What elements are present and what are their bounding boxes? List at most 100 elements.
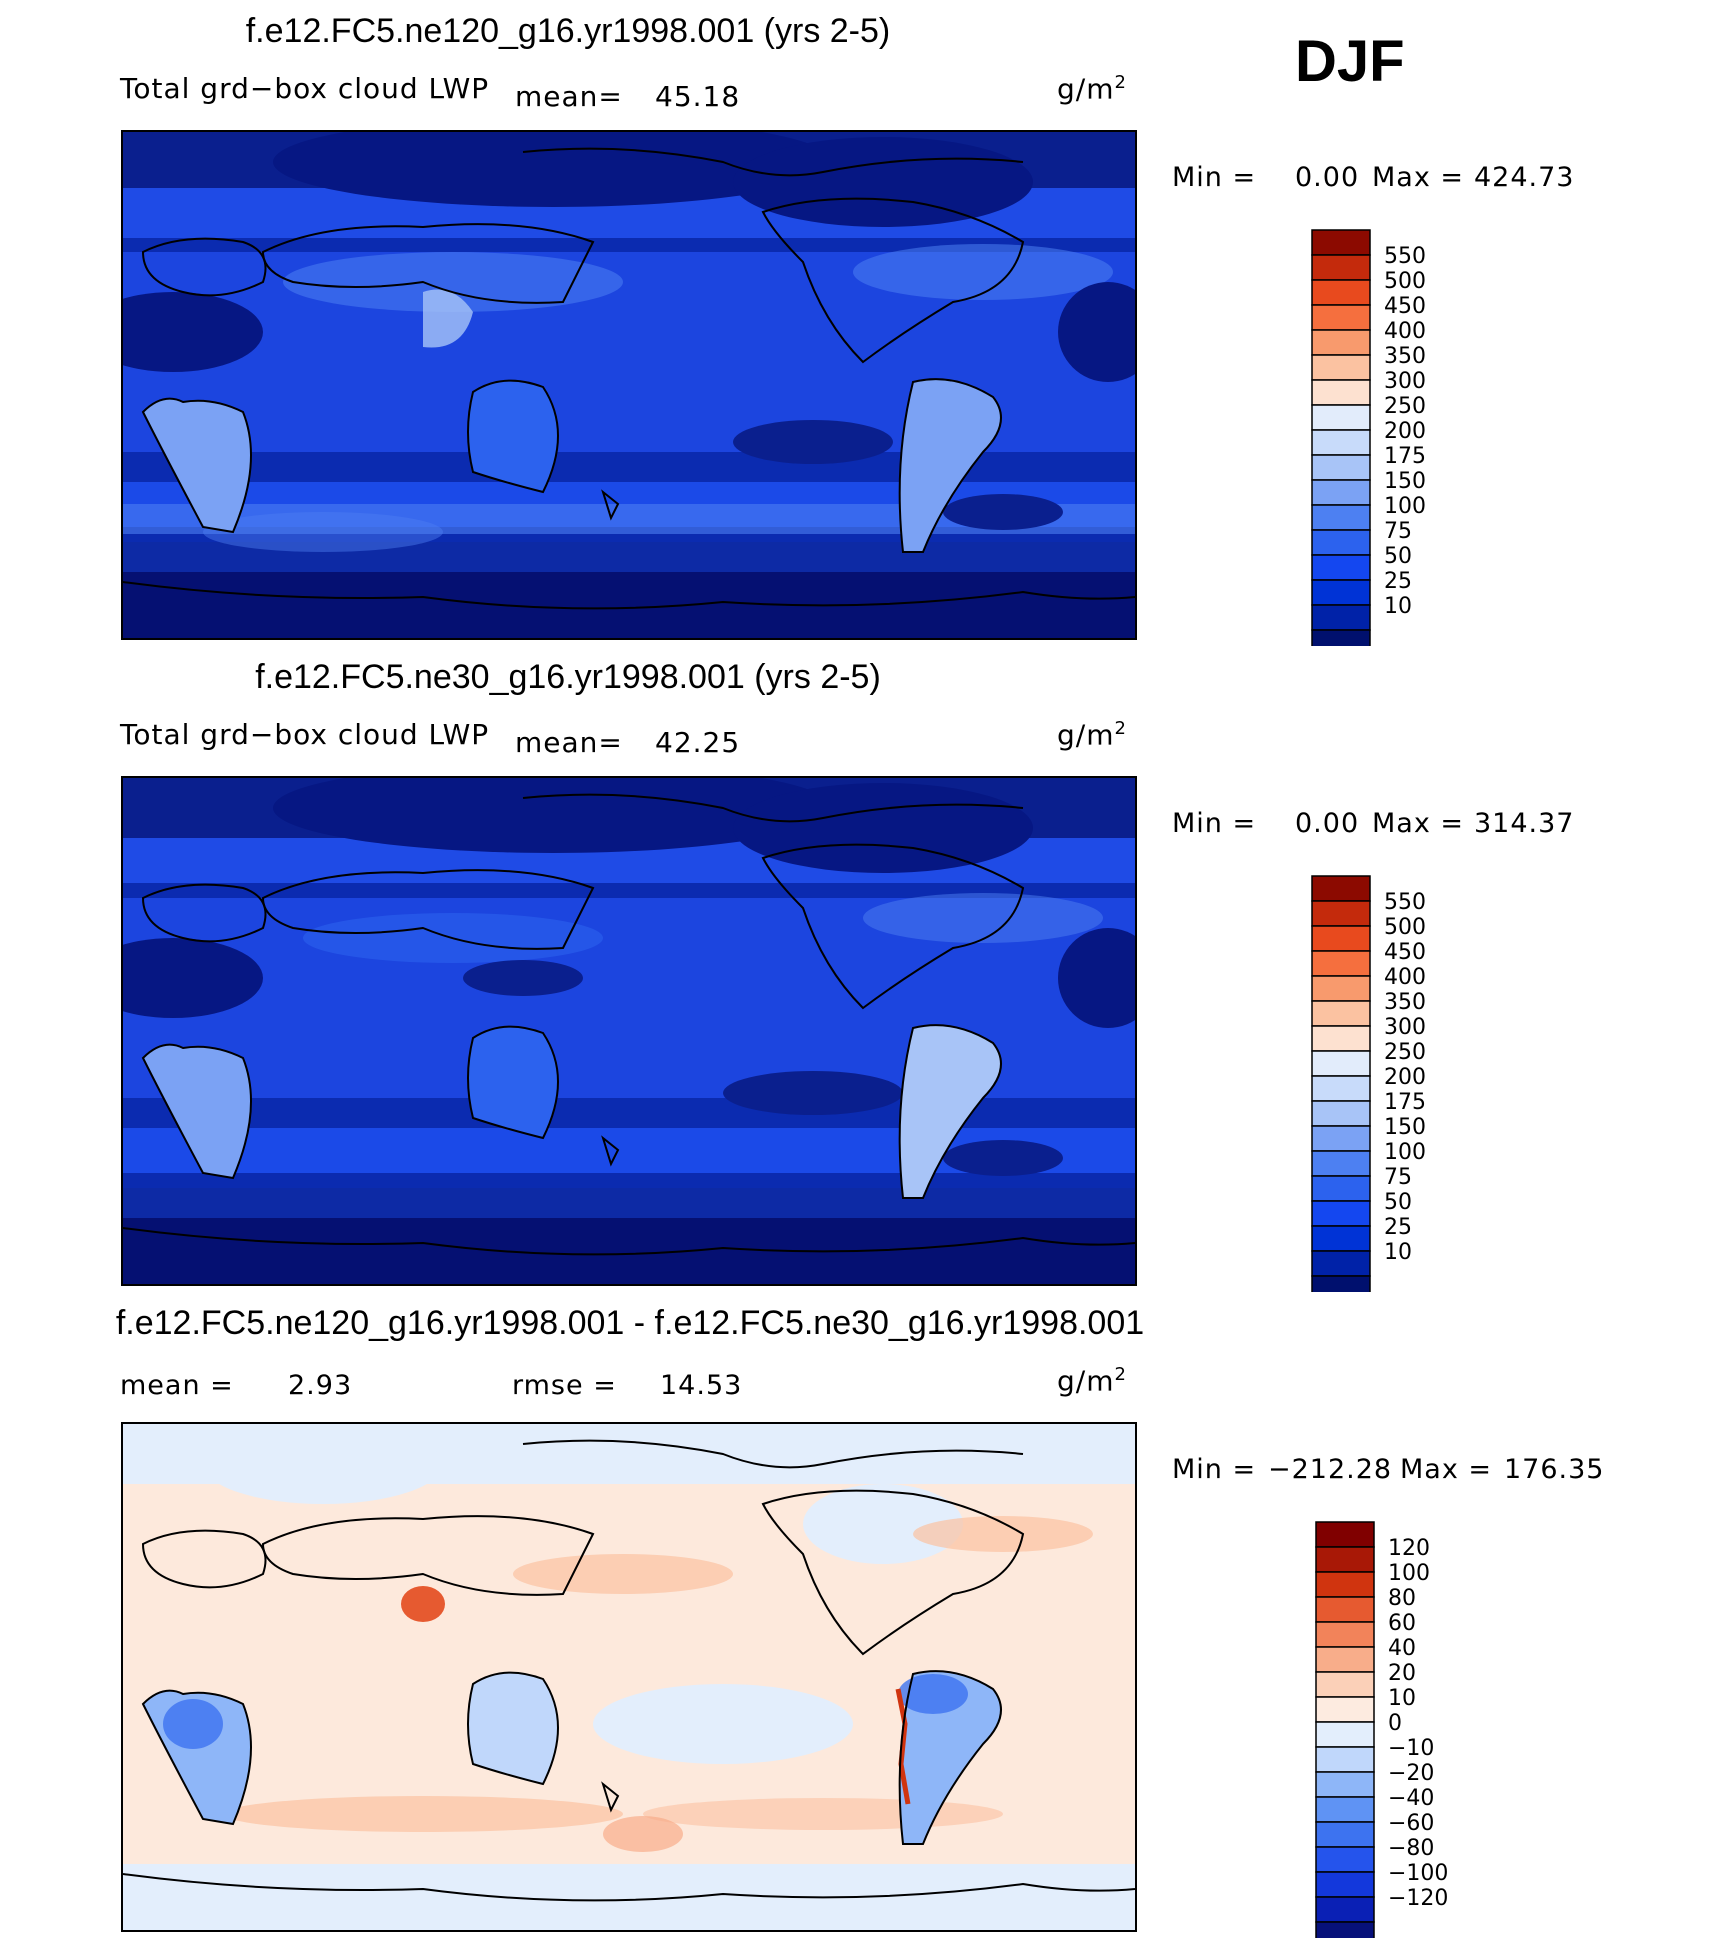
colorbar-tick-label: 0	[1388, 1711, 1402, 1736]
colorbar-tick-label: 500	[1384, 915, 1426, 940]
colorbar-tick-label: 10	[1384, 594, 1412, 619]
colorbar-swatch	[1315, 1746, 1375, 1773]
colorbar-tick-label: 550	[1384, 890, 1426, 915]
colorbar-swatch	[1311, 479, 1371, 506]
colorbar-swatch	[1315, 1521, 1375, 1548]
colorbar-swatch	[1315, 1546, 1375, 1573]
colorbar-swatch	[1315, 1571, 1375, 1598]
colorbar-tick-label: 150	[1384, 1115, 1426, 1140]
panel3-units-base: g/m	[1057, 1364, 1115, 1398]
panel1-variable: Total grd−box cloud LWP	[120, 72, 490, 105]
colorbar-tick-label: −100	[1388, 1861, 1448, 1886]
colorbar-swatch	[1311, 1175, 1371, 1202]
panel3-map-svg	[123, 1424, 1135, 1930]
panel2-title: f.e12.FC5.ne30_g16.yr1998.001 (yrs 2-5)	[255, 658, 881, 696]
colorbar-swatch	[1311, 875, 1371, 902]
panel1-colorbar: 5505004504003503002502001751501007550251…	[1311, 229, 1426, 646]
colorbar-tick-label: 25	[1384, 1215, 1412, 1240]
colorbar-tick-label: 50	[1384, 1190, 1412, 1215]
colorbar-swatch	[1315, 1696, 1375, 1723]
colorbar-swatch	[1311, 304, 1371, 331]
colorbar-swatch	[1315, 1596, 1375, 1623]
panel3-max-label: Max =	[1400, 1454, 1493, 1485]
colorbar-tick-label: 100	[1384, 1140, 1426, 1165]
colorbar-swatch	[1311, 454, 1371, 481]
colorbar-tick-label: 350	[1384, 344, 1426, 369]
panel2-units-exp: 2	[1114, 718, 1127, 739]
panel1-units-exp: 2	[1114, 72, 1127, 93]
colorbar-tick-label: −20	[1388, 1761, 1434, 1786]
panel3-units-exp: 2	[1114, 1364, 1127, 1385]
colorbar-swatch	[1311, 1200, 1371, 1227]
colorbar-swatch	[1311, 1025, 1371, 1052]
colorbar-tick-label: 25	[1384, 569, 1412, 594]
colorbar-swatch	[1311, 404, 1371, 431]
colorbar-swatch	[1311, 504, 1371, 531]
colorbar-swatch	[1311, 629, 1371, 646]
colorbar-swatch	[1311, 354, 1371, 381]
panel1-max-label: Max =	[1372, 162, 1465, 193]
colorbar-tick-label: −40	[1388, 1786, 1434, 1811]
colorbar-tick-label: 60	[1388, 1611, 1416, 1636]
colorbar-swatch	[1315, 1771, 1375, 1798]
colorbar-tick-label: 10	[1388, 1686, 1416, 1711]
panel1-units: g/m2	[1057, 72, 1127, 105]
colorbar-tick-label: 75	[1384, 519, 1412, 544]
colorbar-swatch	[1311, 1225, 1371, 1252]
colorbar-swatch	[1315, 1871, 1375, 1898]
colorbar-tick-label: 150	[1384, 469, 1426, 494]
colorbar-tick-label: 10	[1384, 1240, 1412, 1265]
panel2-min-label: Min =	[1172, 808, 1257, 839]
panel3-min-value: −212.28	[1268, 1454, 1393, 1485]
colorbar-tick-label: 350	[1384, 990, 1426, 1015]
panel3-map	[121, 1422, 1137, 1932]
panel3-rmse-label: rmse =	[512, 1370, 617, 1401]
panel3-rmse-value: 14.53	[660, 1370, 743, 1401]
colorbar-tick-label: −120	[1388, 1886, 1448, 1911]
colorbar-swatch	[1311, 1000, 1371, 1027]
colorbar-tick-label: 200	[1384, 1065, 1426, 1090]
panel1-min-value: 0.00	[1295, 162, 1360, 193]
colorbar-swatch	[1311, 604, 1371, 631]
colorbar-tick-label: −80	[1388, 1836, 1434, 1861]
colorbar-swatch	[1311, 1250, 1371, 1277]
colorbar-tick-label: 500	[1384, 269, 1426, 294]
colorbar-swatch	[1311, 554, 1371, 581]
colorbar-swatch	[1315, 1796, 1375, 1823]
colorbar-swatch	[1311, 975, 1371, 1002]
colorbar-swatch	[1311, 925, 1371, 952]
colorbar-tick-label: 300	[1384, 1015, 1426, 1040]
colorbar-tick-label: 40	[1388, 1636, 1416, 1661]
panel2-map-svg	[123, 778, 1135, 1284]
panel2-mean-value: 42.25	[655, 726, 741, 759]
colorbar-tick-label: 100	[1384, 494, 1426, 519]
colorbar-swatch	[1311, 529, 1371, 556]
colorbar-swatch	[1315, 1921, 1375, 1938]
panel2-map	[121, 776, 1137, 1286]
panel1-map	[121, 130, 1137, 640]
colorbar-swatch	[1315, 1721, 1375, 1748]
colorbar-swatch	[1311, 279, 1371, 306]
colorbar-swatch	[1311, 1150, 1371, 1177]
panel2-min-value: 0.00	[1295, 808, 1360, 839]
panel2-units-base: g/m	[1057, 718, 1115, 752]
colorbar-tick-label: 20	[1388, 1661, 1416, 1686]
colorbar-swatch	[1315, 1846, 1375, 1873]
colorbar-tick-label: 175	[1384, 1090, 1426, 1115]
panel3-min-label: Min =	[1172, 1454, 1257, 1485]
panel3-title: f.e12.FC5.ne120_g16.yr1998.001 - f.e12.F…	[115, 1304, 1145, 1342]
panel2-colorbar: 5505004504003503002502001751501007550251…	[1311, 875, 1426, 1292]
colorbar-tick-label: 50	[1384, 544, 1412, 569]
panel3-mean-label: mean =	[120, 1370, 234, 1401]
colorbar-swatch	[1311, 229, 1371, 256]
colorbar-swatch	[1315, 1646, 1375, 1673]
panel1-title: f.e12.FC5.ne120_g16.yr1998.001 (yrs 2-5)	[245, 12, 891, 50]
colorbar-tick-label: 175	[1384, 444, 1426, 469]
colorbar-tick-label: 450	[1384, 940, 1426, 965]
colorbar-swatch	[1311, 379, 1371, 406]
season-label: DJF	[1295, 29, 1405, 94]
colorbar-swatch	[1311, 1050, 1371, 1077]
colorbar-tick-label: 550	[1384, 244, 1426, 269]
colorbar-swatch	[1311, 1075, 1371, 1102]
panel2-variable: Total grd−box cloud LWP	[120, 718, 490, 751]
